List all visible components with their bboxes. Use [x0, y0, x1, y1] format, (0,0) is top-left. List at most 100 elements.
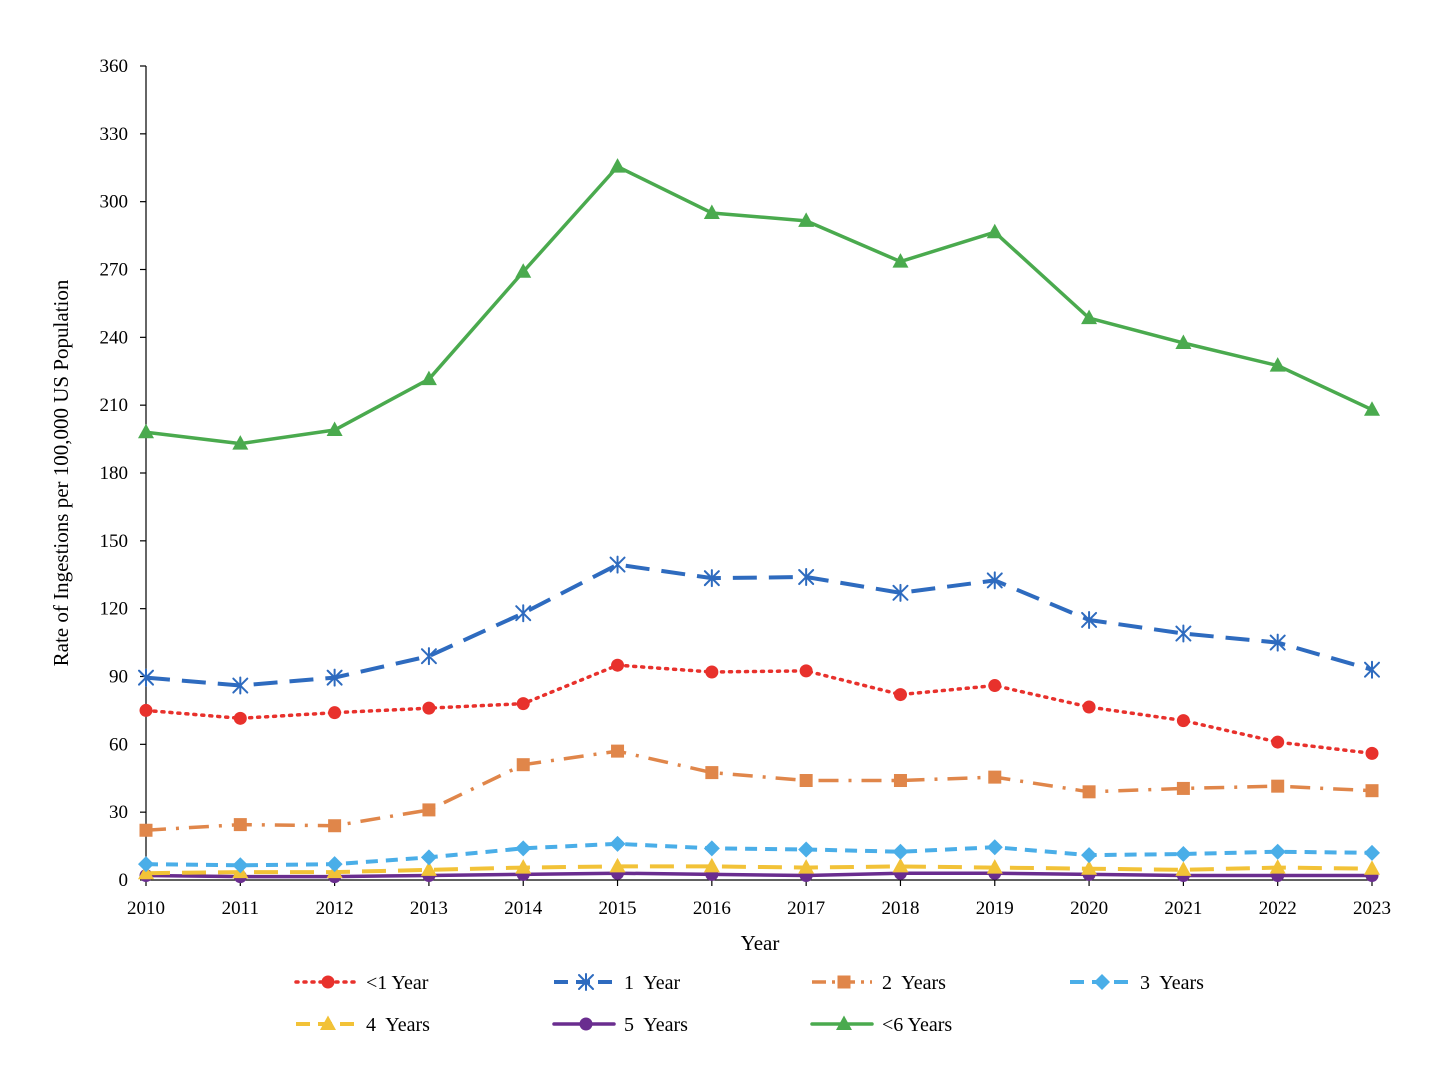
data-point	[609, 835, 626, 852]
data-point	[703, 204, 720, 219]
series-2	[139, 744, 1379, 837]
legend-marker	[836, 1015, 852, 1030]
data-point	[420, 370, 437, 386]
data-point	[326, 856, 343, 873]
data-point	[139, 703, 153, 717]
series-3	[138, 835, 1380, 874]
y-tick-label: 90	[109, 667, 128, 688]
data-point	[422, 701, 436, 715]
data-point	[611, 744, 625, 758]
data-point	[798, 568, 815, 587]
data-point	[798, 859, 815, 874]
data-point	[232, 676, 249, 695]
series-line	[144, 871, 1374, 879]
data-point	[420, 849, 437, 866]
x-tick-label: 2017	[787, 898, 825, 919]
data-point	[233, 818, 247, 832]
y-tick-label: 60	[109, 734, 128, 755]
y-tick-label: 330	[100, 124, 129, 145]
y-ticks: 0 30 60 90 120 150 180 210 240 270 300 330 360	[100, 56, 146, 891]
data-point	[1269, 859, 1286, 874]
data-point	[1176, 781, 1190, 795]
legend-item: <6 Years	[810, 1014, 952, 1036]
y-tick-label: 120	[100, 599, 129, 620]
data-point	[798, 841, 815, 858]
legend-item: 3 Years	[1070, 972, 1204, 994]
data-point	[893, 688, 907, 702]
data-point	[232, 857, 249, 874]
x-tick-label: 2018	[881, 898, 919, 919]
y-tick-label: 30	[109, 802, 128, 823]
data-point	[988, 770, 1002, 784]
legend-item: 2 Years	[812, 972, 946, 994]
data-point	[988, 679, 1002, 693]
series-line	[144, 164, 1374, 446]
data-point	[1271, 735, 1285, 749]
data-point	[328, 819, 342, 833]
x-tick-label: 2012	[316, 898, 354, 919]
y-tick-label: 210	[100, 395, 129, 416]
data-point	[892, 857, 909, 873]
data-point	[515, 859, 532, 874]
data-point	[1364, 860, 1380, 875]
data-point	[1175, 624, 1192, 643]
data-point	[986, 839, 1003, 856]
data-point	[1082, 700, 1096, 714]
data-point	[1269, 633, 1286, 652]
data-point	[139, 823, 153, 837]
data-point	[1269, 357, 1286, 372]
legend-marker	[1094, 974, 1110, 990]
data-point	[1271, 779, 1285, 793]
x-tick-label: 2014	[504, 898, 543, 919]
data-point	[516, 697, 530, 711]
data-point	[986, 571, 1003, 590]
data-point	[1365, 746, 1379, 760]
y-tick-label: 360	[100, 56, 129, 77]
axes	[145, 66, 1372, 881]
x-tick-label: 2011	[222, 898, 259, 919]
series-line	[145, 562, 1373, 688]
x-tick-label: 2020	[1070, 898, 1108, 919]
data-point	[703, 569, 720, 588]
legend-marker	[837, 975, 851, 989]
data-point	[422, 803, 436, 817]
legend-label: <1 Year	[366, 972, 429, 994]
y-tick-label: 150	[100, 531, 129, 552]
legend-label: 4 Years	[366, 1014, 430, 1036]
x-tick-label: 2023	[1353, 898, 1391, 919]
legend: <1 Year 1 Year 2 Years 3 Years 4 Years 5 Year…	[294, 972, 1204, 1036]
legend-marker	[321, 975, 335, 989]
series-line	[145, 864, 1373, 876]
data-point	[705, 766, 719, 780]
data-point	[799, 774, 813, 788]
data-point	[138, 423, 154, 439]
data-point	[1081, 860, 1098, 875]
data-point	[703, 857, 720, 873]
data-point	[1364, 660, 1380, 679]
data-point	[892, 583, 909, 602]
data-point	[420, 861, 437, 876]
x-axis-title: Year	[741, 931, 780, 955]
legend-label: 2 Years	[882, 972, 946, 994]
data-point	[138, 668, 154, 687]
legend-item: <1 Year	[294, 972, 429, 994]
data-point	[1081, 610, 1098, 629]
data-point	[328, 706, 342, 720]
data-point	[798, 212, 815, 227]
data-point	[420, 647, 437, 666]
data-point	[609, 857, 626, 873]
data-point	[326, 668, 343, 687]
data-point	[1176, 714, 1190, 728]
legend-item: 5 Years	[552, 1014, 688, 1036]
data-point	[1364, 844, 1380, 861]
data-point	[516, 758, 530, 772]
series-layer	[138, 158, 1380, 884]
data-point	[892, 843, 909, 860]
legend-item: 4 Years	[296, 1014, 430, 1036]
y-tick-label: 300	[100, 192, 129, 213]
data-point	[1082, 785, 1096, 799]
data-point	[1365, 784, 1379, 798]
legend-label: 1 Year	[624, 972, 680, 994]
